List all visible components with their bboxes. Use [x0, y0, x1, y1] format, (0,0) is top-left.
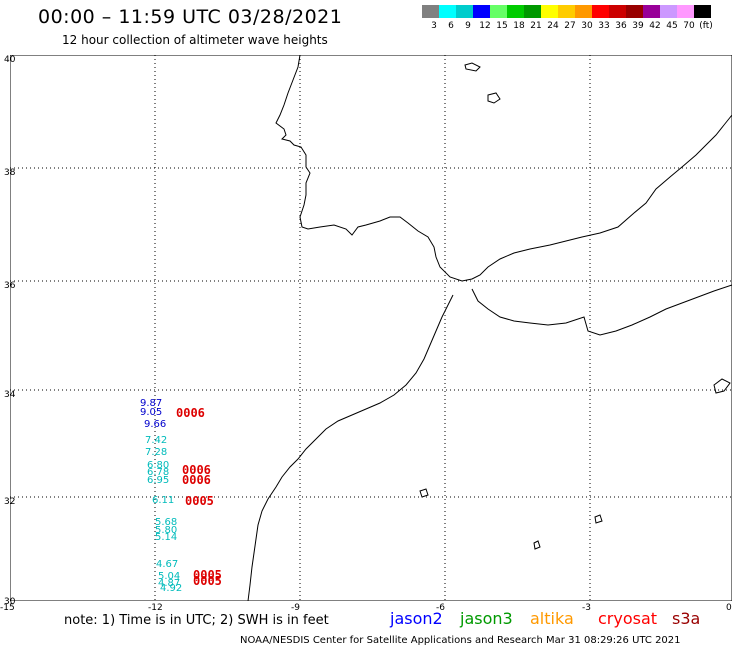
island-2 — [487, 92, 501, 104]
scale-label: 30 — [581, 21, 593, 31]
lat-label: 38 — [4, 168, 16, 178]
scale-label: 15 — [496, 21, 508, 31]
lon-label: -15 — [0, 603, 15, 613]
scale-swatch-3 — [473, 5, 490, 18]
credit-line: NOAA/NESDIS Center for Satellite Applica… — [240, 635, 681, 646]
swh-value: 6.95 — [147, 475, 169, 486]
scale-swatch-1 — [439, 5, 456, 18]
time-tag: 0006 — [182, 463, 211, 477]
lat-label: 40 — [4, 55, 16, 65]
scale-label: 21 — [530, 21, 542, 31]
lon-label: -6 — [436, 603, 445, 613]
lon-label: -9 — [291, 603, 300, 613]
scale-label: 3 — [431, 21, 437, 31]
chart-subtitle: 12 hour collection of altimeter wave hei… — [62, 33, 328, 47]
coastline-morocco — [247, 294, 454, 601]
scale-label: 9 — [465, 21, 471, 31]
observation-layer: 9.879.059.66 7.427.28 6.806.786.95 6.11 5.68… — [140, 398, 222, 594]
swh-value: 5.80 — [155, 525, 177, 536]
scale-swatch-2 — [456, 5, 473, 18]
swh-value: 5.68 — [155, 517, 177, 528]
lat-label: 34 — [4, 390, 16, 400]
scale-label: (ft) — [699, 21, 713, 31]
scale-swatch-15 — [677, 5, 694, 18]
scale-label: 18 — [513, 21, 525, 31]
scale-swatch-12 — [626, 5, 643, 18]
lon-label: -12 — [148, 603, 163, 613]
scale-swatch-16 — [694, 5, 711, 18]
swh-value: 6.11 — [152, 495, 174, 506]
swh-value: 5.14 — [155, 532, 177, 543]
lat-label: 36 — [4, 281, 16, 291]
scale-label: 42 — [649, 21, 661, 31]
scale-swatch-7 — [541, 5, 558, 18]
island-1 — [464, 62, 481, 72]
swh-value: 6.80 — [147, 460, 169, 471]
scale-swatch-13 — [643, 5, 660, 18]
time-tag: 0005 — [185, 494, 214, 508]
scale-label: 12 — [479, 21, 491, 31]
scale-label: 39 — [632, 21, 644, 31]
time-tag: 0005 — [193, 568, 222, 582]
swh-value: 9.05 — [140, 407, 162, 418]
swh-value: 4.92 — [160, 583, 182, 594]
scale-label: 33 — [598, 21, 610, 31]
scale-swatch-6 — [524, 5, 541, 18]
scale-label: 27 — [564, 21, 576, 31]
scale-swatch-9 — [575, 5, 592, 18]
legend-jason2: jason2 — [390, 609, 443, 628]
scale-label: 24 — [547, 21, 559, 31]
legend-cryosat: cryosat — [598, 609, 658, 628]
coastline-portugal — [275, 55, 732, 282]
map-panel: 9.879.059.66 7.427.28 6.806.786.95 6.11 5.68… — [10, 55, 732, 601]
scale-label: 36 — [615, 21, 627, 31]
color-scale — [422, 5, 711, 18]
swh-value: 7.42 — [145, 435, 167, 446]
time-tag: 0006 — [176, 406, 205, 420]
scale-swatch-10 — [592, 5, 609, 18]
note-text: note: 1) Time is in UTC; 2) SWH is in fe… — [64, 613, 329, 628]
scale-swatch-14 — [660, 5, 677, 18]
island-4 — [419, 488, 429, 498]
island-6 — [533, 540, 541, 550]
swh-value: 9.87 — [140, 398, 162, 409]
swh-value: 7.28 — [145, 447, 167, 458]
legend-jason3: jason3 — [460, 609, 513, 628]
scale-swatch-5 — [507, 5, 524, 18]
scale-swatch-11 — [609, 5, 626, 18]
lat-label: 32 — [4, 497, 16, 507]
time-tag: 0005 — [193, 574, 222, 588]
swh-value: 5.04 — [158, 571, 180, 582]
time-tag: 0006 — [182, 473, 211, 487]
lon-label: 0 — [726, 603, 732, 613]
swh-value: 4.87 — [158, 578, 180, 589]
swh-value: 6.78 — [147, 467, 169, 478]
lon-label: -3 — [582, 603, 591, 613]
island-3 — [713, 378, 731, 394]
legend-altika: altika — [530, 609, 574, 628]
legend-s3a: s3a — [672, 609, 701, 628]
scale-swatch-4 — [490, 5, 507, 18]
island-5 — [594, 514, 603, 524]
scale-label: 6 — [448, 21, 454, 31]
coastline-mediterranean-africa — [471, 284, 732, 336]
scale-label: 70 — [683, 21, 695, 31]
lat-label: 30 — [4, 597, 16, 607]
scale-swatch-0 — [422, 5, 439, 18]
chart-title: 00:00 – 11:59 UTC 03/28/2021 — [38, 6, 343, 28]
swh-value: 4.67 — [156, 559, 178, 570]
graticule — [10, 55, 732, 601]
swh-value: 9.66 — [144, 419, 166, 430]
scale-label: 45 — [666, 21, 678, 31]
scale-swatch-8 — [558, 5, 575, 18]
